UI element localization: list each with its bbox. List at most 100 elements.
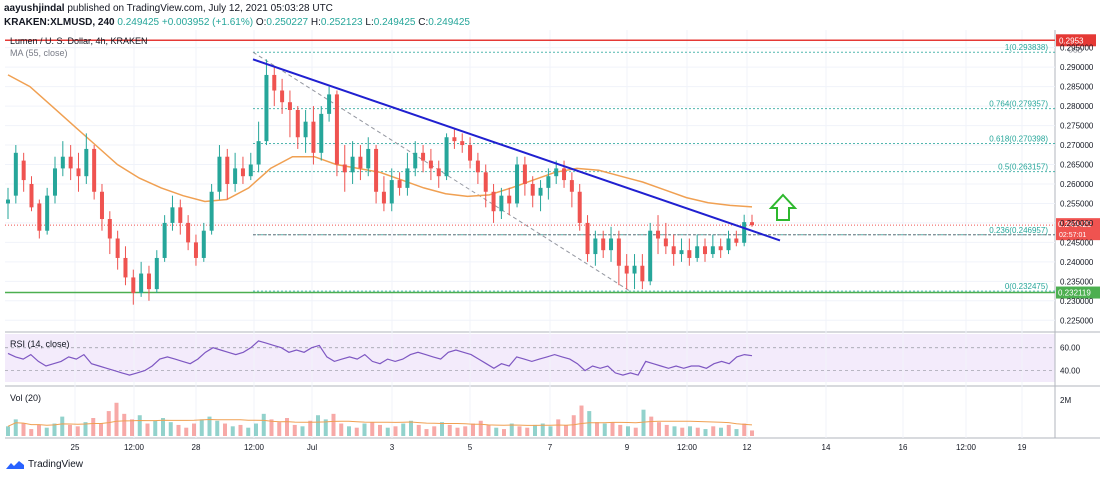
candle-body <box>170 207 175 223</box>
bar-countdown-label: 02:57:01 <box>1059 232 1086 239</box>
candle-body <box>750 222 754 226</box>
currency-label: USD <box>1068 47 1083 54</box>
candle-body <box>515 164 520 204</box>
volume-bar <box>331 413 336 436</box>
candle-body <box>280 90 285 103</box>
candle-body <box>381 191 386 204</box>
candle-body <box>632 265 637 274</box>
candle-body <box>45 195 50 231</box>
candle-body <box>37 203 42 231</box>
volume-bar <box>711 426 716 436</box>
volume-bar <box>122 413 127 436</box>
volume-bar <box>199 419 204 436</box>
volume-bar <box>595 422 599 436</box>
candle-body <box>718 246 723 251</box>
candle-body <box>546 176 551 188</box>
candle-body <box>60 156 65 169</box>
y-tick-label: 0.280000 <box>1060 102 1094 111</box>
volume-bar <box>502 429 506 436</box>
volume-bar <box>703 429 708 436</box>
volume-bar <box>292 424 297 436</box>
candle-body <box>695 246 700 258</box>
ohlc-open-label: O: <box>255 17 267 28</box>
candle-body <box>146 273 151 290</box>
volume-bar <box>626 426 630 436</box>
up-arrow-icon <box>768 193 798 221</box>
volume-bar <box>742 423 747 436</box>
volume-bar <box>308 420 313 436</box>
volume-bar <box>571 415 576 436</box>
volume-bar <box>347 426 351 436</box>
candle-body <box>256 141 261 165</box>
volume-bar <box>525 427 530 436</box>
volume-bar <box>91 418 96 436</box>
candle-body <box>742 222 747 243</box>
candle-body <box>413 152 418 169</box>
candle-body <box>334 94 339 165</box>
x-tick-label: 12 <box>743 443 752 452</box>
candle-body <box>436 168 441 177</box>
volume-tick-label: 2M <box>1060 396 1071 405</box>
candle-body <box>209 191 214 231</box>
candle-body <box>107 219 112 239</box>
price-chart[interactable]: 1(0.293838) 0.764(0.279357) 0.618(0.270398… <box>0 30 1100 455</box>
last-price: 0.249425 <box>117 17 160 28</box>
volume-bar <box>254 423 258 436</box>
fib-level-label: 0(0.232475) <box>1005 282 1048 291</box>
x-tick-label: 12:00 <box>956 443 977 452</box>
candle-body <box>272 74 277 91</box>
candle-body <box>162 222 167 258</box>
candle-body <box>569 180 574 192</box>
candle-body <box>663 238 668 247</box>
fib-level-label: 1(0.293838) <box>1005 43 1048 52</box>
candle-body <box>84 148 89 177</box>
candle-body <box>248 164 253 177</box>
tradingview-logo-text: TradingView <box>28 459 84 470</box>
candle-body <box>656 230 661 239</box>
volume-bar <box>99 423 103 436</box>
volume-bar <box>517 426 522 436</box>
volume-bar <box>463 426 468 436</box>
volume-bar <box>695 427 700 436</box>
volume-bar <box>153 420 158 436</box>
volume-bar <box>176 424 181 436</box>
candle-body <box>491 191 496 212</box>
symbol-label: KRAKEN:XLMUSD, 240 <box>4 17 115 28</box>
candle-body <box>327 94 332 114</box>
x-tick-label: 7 <box>548 443 553 452</box>
support-price-label: 0.232119 <box>1058 289 1091 298</box>
volume-bar <box>440 422 444 436</box>
fib-level-label: 0.764(0.279357) <box>989 100 1048 109</box>
tradingview-logo[interactable]: TradingView <box>6 459 83 470</box>
tradingview-logo-icon <box>6 460 24 469</box>
candle-body <box>554 168 559 177</box>
y-tick-label: 0.230000 <box>1060 297 1094 306</box>
y-tick-label: 0.235000 <box>1060 277 1094 286</box>
y-tick-label: 0.290000 <box>1060 63 1094 72</box>
candle-body <box>507 195 512 204</box>
volume-bar <box>750 430 754 436</box>
candle-body <box>342 164 347 173</box>
author-name[interactable]: aayushjindal <box>4 3 65 14</box>
candle-body <box>562 168 567 181</box>
candle-body <box>186 222 191 243</box>
fib-diagonal <box>252 51 631 292</box>
candle-body <box>577 191 582 223</box>
candle-body <box>703 246 708 255</box>
volume-bar <box>409 420 413 436</box>
y-tick-label: 0.285000 <box>1060 83 1094 92</box>
volume-bar <box>664 424 669 436</box>
candle-body <box>6 199 10 204</box>
candle-body <box>499 195 504 212</box>
ma-55-line <box>7 74 753 208</box>
rsi-legend: RSI (14, close) <box>10 339 70 349</box>
ohlc-high-label: H: <box>310 17 321 28</box>
volume-bar <box>556 419 561 436</box>
candle-body <box>671 246 676 255</box>
chart-title: Lumen / U. S. Dollar, 4h, KRAKEN <box>10 36 148 46</box>
y-tick-label: 0.245000 <box>1060 238 1094 247</box>
x-tick-label: 3 <box>390 443 395 452</box>
candle-body <box>530 183 535 196</box>
volume-bar <box>672 426 677 436</box>
volume-bar <box>587 411 592 436</box>
